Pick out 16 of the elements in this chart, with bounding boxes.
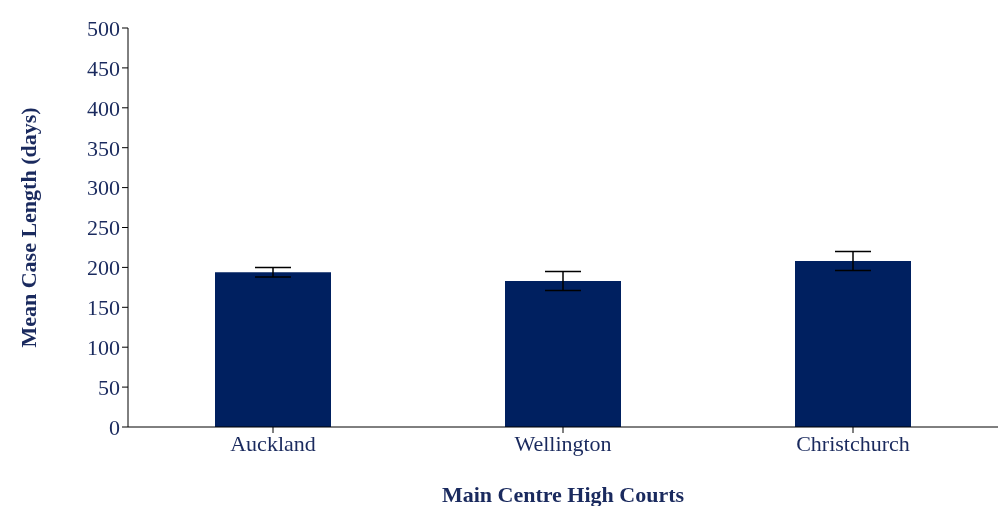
y-tick-label: 50 xyxy=(98,374,120,400)
y-tick-label: 350 xyxy=(87,135,120,161)
y-tick-label: 0 xyxy=(109,414,120,440)
y-tick-label: 500 xyxy=(87,15,120,41)
y-axis-title: Mean Case Length (days) xyxy=(15,107,41,348)
x-tick-label: Auckland xyxy=(230,430,316,456)
x-tick-label: Christchurch xyxy=(796,430,910,456)
y-tick-label: 400 xyxy=(87,95,120,121)
y-tick-label: 200 xyxy=(87,255,120,281)
x-tick-label: Wellington xyxy=(514,430,612,456)
y-tick-label: 150 xyxy=(87,295,120,321)
x-axis-title: Main Centre High Courts xyxy=(441,482,685,507)
y-tick-label: 250 xyxy=(87,215,120,241)
y-tick-label: 450 xyxy=(87,55,120,81)
y-tick-label: 100 xyxy=(87,335,120,361)
y-tick-label: 300 xyxy=(87,175,120,201)
